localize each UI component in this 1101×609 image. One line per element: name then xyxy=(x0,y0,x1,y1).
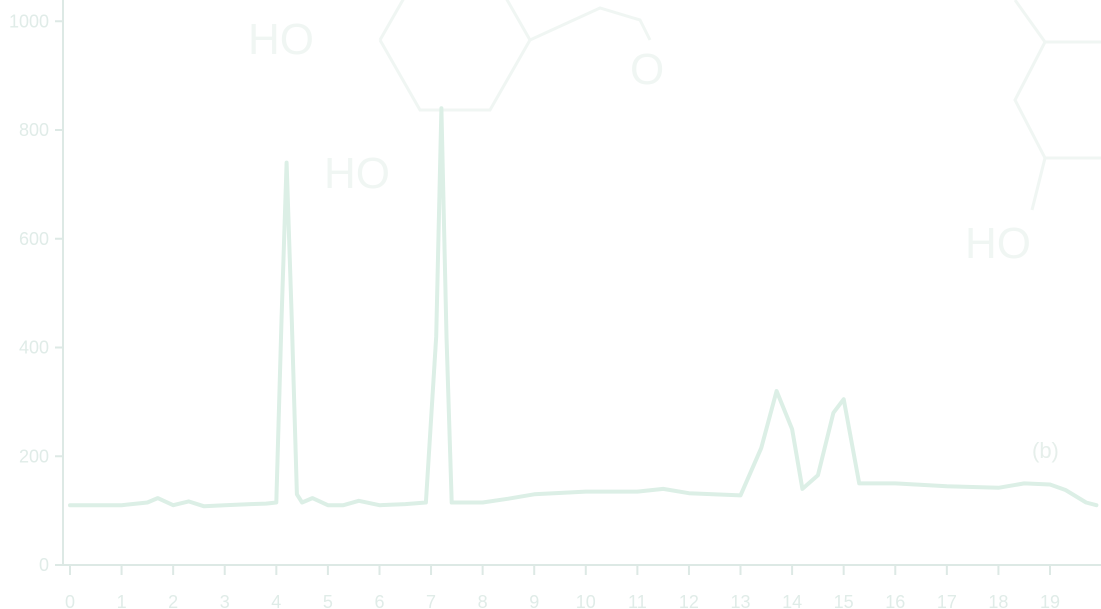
x-tick-label: 17 xyxy=(937,592,957,609)
structure-label-o: O xyxy=(630,45,664,94)
chart-axes xyxy=(62,0,1101,566)
x-tick-label: 13 xyxy=(731,592,751,609)
x-tick-label: 10 xyxy=(576,592,596,609)
x-tick-label: 3 xyxy=(220,592,230,609)
y-tick-label: 800 xyxy=(19,120,49,140)
x-tick-label: 16 xyxy=(885,592,905,609)
chromatogram-trace xyxy=(68,106,1099,509)
molecule-structure-left: HO HO O xyxy=(248,0,664,198)
molecule-structure-right: HO xyxy=(965,0,1101,268)
structure-label-ho-1: HO xyxy=(248,15,314,64)
panel-label: (b) xyxy=(1032,438,1059,463)
structure-label-ho-2: HO xyxy=(324,149,390,198)
x-tick-label: 4 xyxy=(271,592,281,609)
x-tick-label: 12 xyxy=(679,592,699,609)
y-tick-label: 400 xyxy=(19,338,49,358)
x-tick-label: 7 xyxy=(426,592,436,609)
x-tick-label: 9 xyxy=(529,592,539,609)
x-tick-label: 14 xyxy=(782,592,802,609)
y-tick-label: 0 xyxy=(39,555,49,575)
x-tick-label: 0 xyxy=(65,592,75,609)
x-tick-label: 11 xyxy=(628,592,647,609)
x-tick-label: 15 xyxy=(834,592,854,609)
x-tick-label: 8 xyxy=(478,592,488,609)
y-tick-label: 1000 xyxy=(9,11,49,31)
y-tick-label: 600 xyxy=(19,229,49,249)
x-tick-label: 6 xyxy=(374,592,384,609)
series-layer xyxy=(68,106,1099,509)
y-tick-label: 200 xyxy=(19,446,49,466)
structure-label-ho-3: HO xyxy=(965,219,1031,268)
y-axis-ticks: 0 200 400 600 800 1000 xyxy=(9,11,63,575)
x-tick-label: 2 xyxy=(168,592,178,609)
x-tick-label: 1 xyxy=(117,592,127,609)
x-axis-ticks: 0 1 2 3 4 5 6 7 8 9 10 11 12 13 14 15 16 17 18 19 xyxy=(65,565,1060,609)
x-tick-label: 19 xyxy=(1040,592,1060,609)
x-tick-label: 18 xyxy=(988,592,1008,609)
x-tick-label: 5 xyxy=(323,592,333,609)
